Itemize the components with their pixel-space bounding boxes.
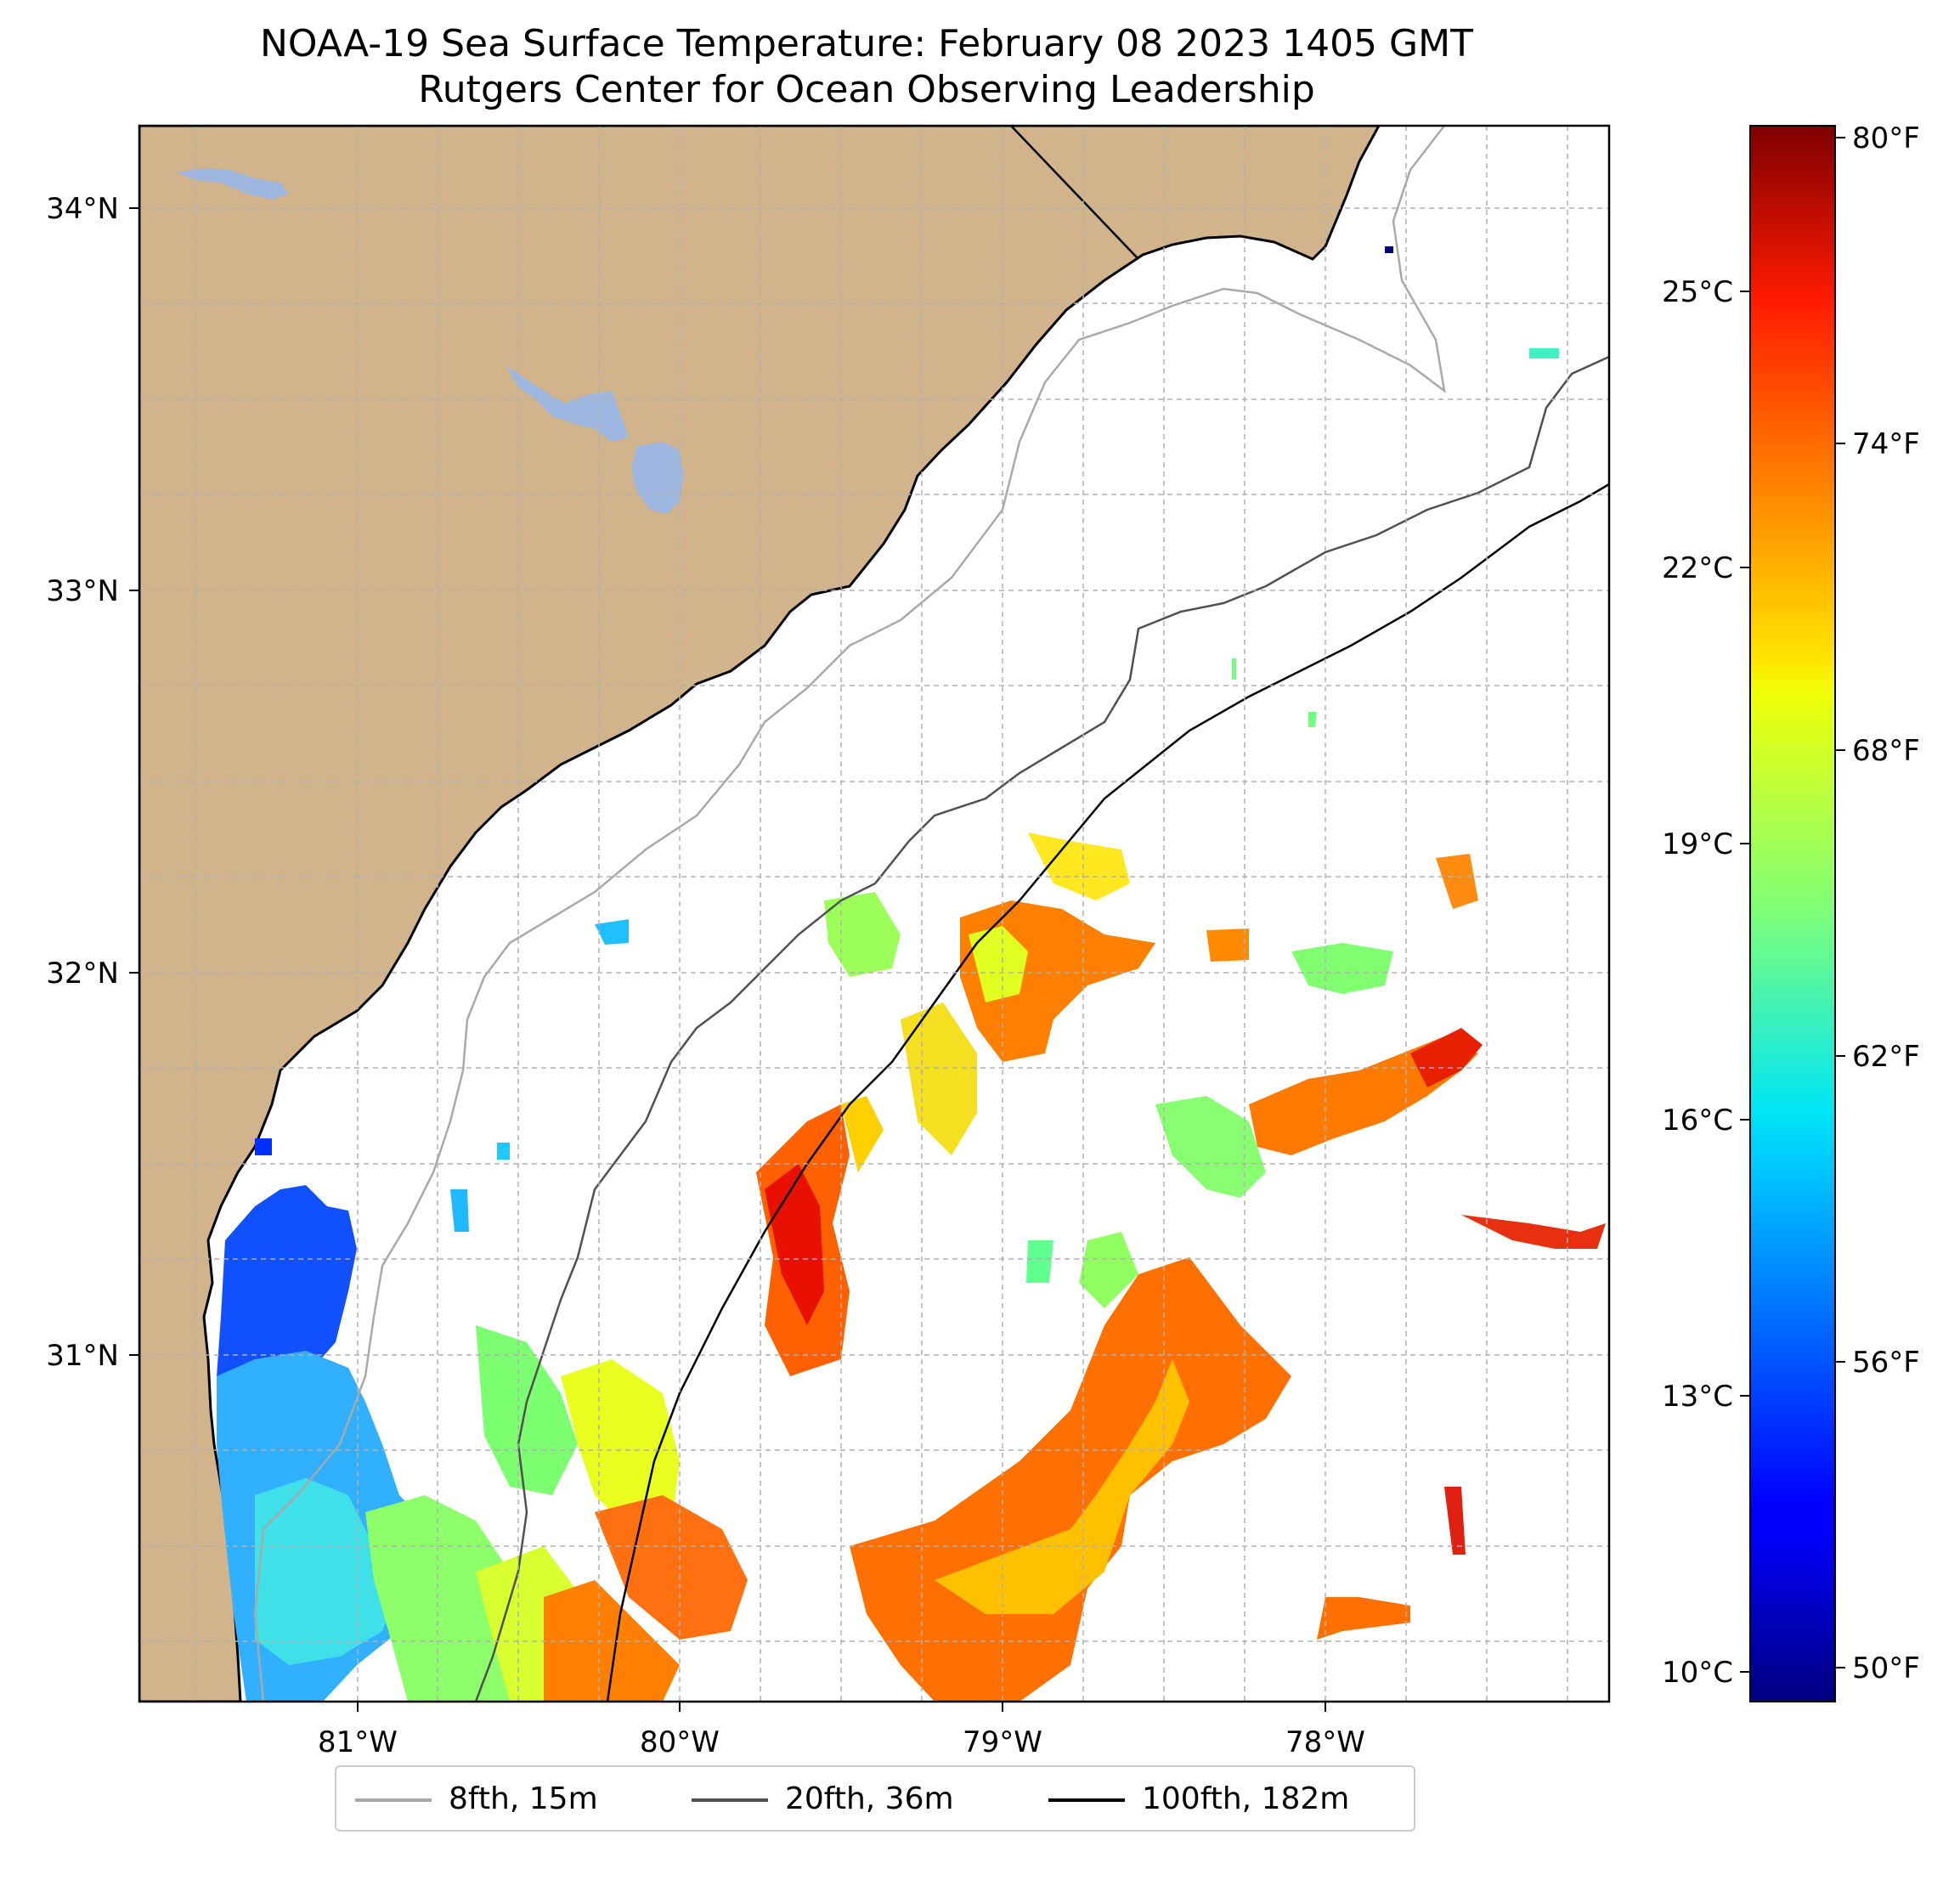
lon-tick-label: 81°W [318, 1725, 398, 1759]
legend-swatch-100fth [1048, 1798, 1125, 1802]
legend-label-8fth: 8fth, 15m [449, 1781, 598, 1816]
lat-tick-label: 31°N [46, 1339, 119, 1373]
sst-green-small3 [1308, 712, 1317, 727]
lon-tick-label: 79°W [963, 1725, 1042, 1759]
sst-orange-right-small [1436, 854, 1478, 909]
legend-label-100fth: 100fth, 182m [1142, 1781, 1350, 1816]
sst-cyan-small1 [595, 919, 629, 945]
chart-title: NOAA-19 Sea Surface Temperature: Februar… [260, 22, 1473, 65]
colorbar-celsius-label: 22°C [1662, 551, 1733, 585]
sst-yellow-axis [841, 1096, 884, 1172]
axis-ticks [129, 207, 1326, 1712]
colorbar-fahrenheit-label: 80°F [1852, 121, 1920, 155]
colorbar-fahrenheit-label: 74°F [1852, 427, 1920, 461]
colorbar-celsius-label: 10°C [1662, 1656, 1733, 1690]
sst-blue-small6 [255, 1138, 272, 1155]
land-area [139, 126, 1381, 1702]
sst-cyan-small2 [450, 1189, 469, 1232]
sst-red-far-right2 [1444, 1487, 1466, 1555]
colorbar-celsius-label: 19°C [1662, 827, 1733, 861]
sst-green-north [824, 892, 901, 977]
lat-tick-label: 32°N [46, 957, 119, 991]
sst-green-right2 [1291, 943, 1393, 994]
chart-subtitle: Rutgers Center for Ocean Observing Leade… [418, 68, 1315, 111]
sst-yellow-east-big [935, 1359, 1189, 1614]
sst-green-teal-small1 [1529, 348, 1559, 358]
isobath-8fth [253, 126, 1446, 1702]
sst-green-mid1 [476, 1325, 578, 1495]
sst-yellow-north-cluster [969, 926, 1028, 1002]
colorbar-fahrenheit-label: 68°F [1852, 734, 1920, 768]
lon-tick-label: 80°W [640, 1725, 720, 1759]
legend-swatch-8fth [355, 1798, 432, 1802]
sst-patches [217, 246, 1606, 1702]
colorbar-celsius-label: 13°C [1662, 1380, 1733, 1414]
isobath-100fth [606, 483, 1609, 1702]
sst-green-small2 [1232, 658, 1236, 680]
lat-tick-label: 33°N [46, 574, 119, 608]
sst-yellow-mid1 [561, 1359, 680, 1529]
lake-north [177, 168, 289, 200]
colorbar-ticks [1740, 137, 1845, 1673]
colorbar [1749, 125, 1836, 1702]
lake-moultrie [631, 442, 684, 514]
sst-green-right [1155, 1096, 1266, 1198]
sst-yellow-mid-axis [901, 1002, 977, 1155]
state-border [1010, 126, 1139, 260]
sst-yellow-north2 [1028, 833, 1130, 900]
legend: 8fth, 15m 20fth, 36m 100fth, 182m [335, 1765, 1415, 1832]
sst-red-right-arm [1410, 1028, 1483, 1087]
sst-orange-lower-right [1317, 1597, 1410, 1640]
sst-cyan-small3 [497, 1143, 510, 1160]
lake-marion [506, 365, 629, 442]
map-frame [138, 124, 1611, 1703]
sst-blue-nearshore [217, 1185, 357, 1410]
sst-orange-mid [595, 1495, 748, 1640]
sst-red-axis [765, 1164, 824, 1325]
lon-tick-label: 78°W [1285, 1725, 1365, 1759]
colorbar-fahrenheit-label: 62°F [1852, 1040, 1920, 1074]
sst-green-east [1079, 1232, 1138, 1308]
colorbar-celsius-label: 16°C [1662, 1104, 1733, 1138]
colorbar-celsius-label: 25°C [1662, 275, 1733, 309]
sst-orange-small5 [1206, 929, 1249, 962]
colorbar-fahrenheit-label: 56°F [1852, 1346, 1920, 1380]
sst-darkblue-dot1 [1385, 246, 1393, 253]
sst-green-small4 [1026, 1240, 1053, 1283]
sst-red-far-right [1461, 1215, 1606, 1249]
map-gridlines [139, 126, 1609, 1702]
lat-tick-label: 34°N [46, 192, 119, 226]
legend-label-20fth: 20fth, 36m [785, 1781, 954, 1816]
isobath-20fth [474, 355, 1609, 1702]
colorbar-fahrenheit-label: 50°F [1852, 1651, 1920, 1685]
sst-cyan-shelf [255, 1478, 399, 1665]
legend-swatch-20fth [692, 1798, 768, 1802]
